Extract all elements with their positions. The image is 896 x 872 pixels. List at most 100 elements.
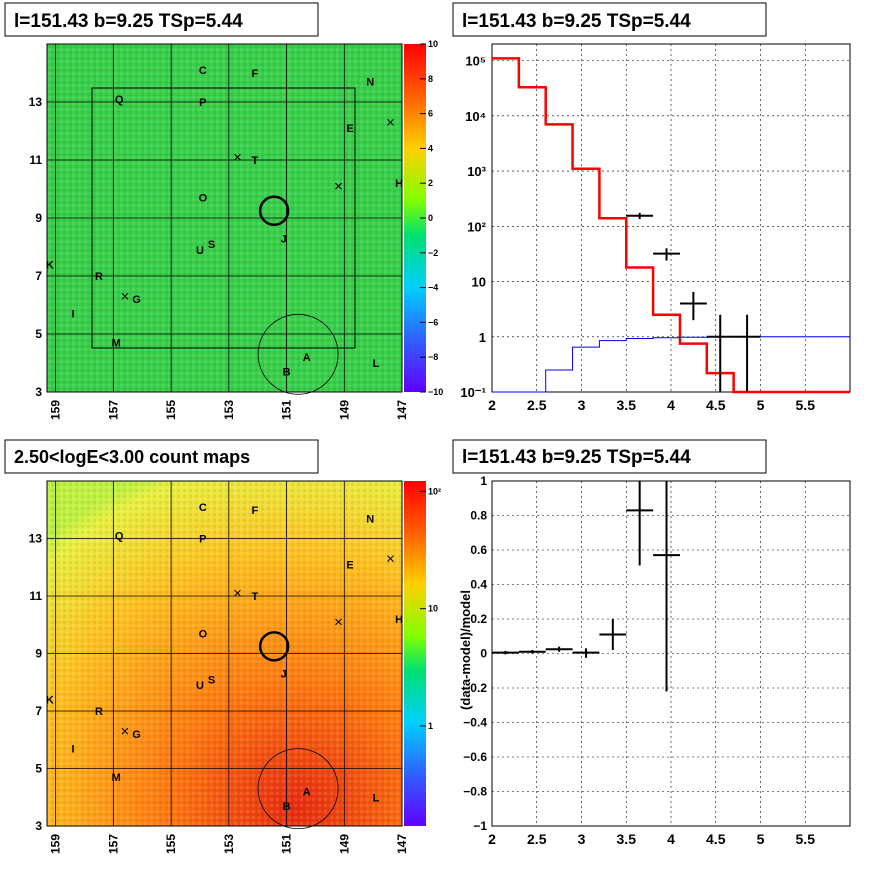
x-tick-label: 4.5 [706,831,726,847]
title-box-top-right-frame [452,2,767,37]
colorbar-tick-label: 10 [428,39,438,49]
colorbar-tick-label: −2 [428,248,438,258]
x-tick-label: 151 [280,834,294,854]
source-label: A [303,352,311,364]
source-label: G [132,294,141,306]
x-tick-label: 153 [222,834,236,854]
colorbar-tick-label: 1 [428,721,433,731]
source-label: E [346,123,353,135]
y-tick-label: 3 [35,385,42,399]
x-tick-label: 2 [488,831,496,847]
source-label: Q [115,531,124,543]
source-label: K [46,695,54,707]
x-tick-label: 2.5 [527,831,547,847]
source-label: J [281,233,287,245]
region-circle [257,748,339,830]
x-tick-label: 5.5 [796,397,816,413]
source-cross-marker [234,589,241,597]
y-tick-label: 10 [472,275,486,290]
colorbar-tick-label: 10 [428,604,438,614]
colorbar-tick-label: −4 [428,283,438,293]
y-tick-label: 11 [29,589,42,603]
x-tick-label: 149 [337,834,351,854]
source-label: A [303,787,311,799]
source-label: M [112,338,121,350]
model-total-histogram [492,57,850,394]
residual-colorbar-scale [404,44,426,392]
source-cross-marker [234,153,241,161]
residual-map-frame [46,43,403,393]
source-cross-marker [121,292,129,300]
x-tick-label: 155 [164,400,178,420]
title-box-top-left-frame [4,2,319,37]
source-label: U [196,680,204,692]
source-label: M [112,772,121,784]
colorbar-tick-label: −6 [428,317,438,327]
residuals-plot: 2 2.5 3 3.5 4 4.5 5 5.5 1 0.8 0.6 0.4 0.2 0 −0.2 −0.4 −0… [458,474,851,847]
y-tick-label: 1 [480,474,487,488]
x-tick-label: 147 [395,400,409,420]
source-label: P [199,97,206,109]
source-label: S [208,239,215,251]
source-label: L [373,358,380,370]
title-box-top-left: l=151.43 b=9.25 TSp=5.44 [4,2,319,37]
y-tick-label: 7 [35,269,42,283]
x-tick-label: 149 [337,400,351,420]
title-top-left: l=151.43 b=9.25 TSp=5.44 [14,11,243,32]
counts-colorbar-ticks: 10² 10 1 [420,486,441,731]
x-tick-label: 3.5 [617,397,637,413]
source-label: I [71,309,74,321]
source-label: G [132,729,141,741]
source-label: F [251,68,258,80]
title-bottom-right: l=151.43 b=9.25 TSp=5.44 [462,447,691,468]
source-label: P [199,534,206,546]
source-label: J [281,669,287,681]
colorbar-tick-label: 6 [428,109,433,119]
source-label: K [46,259,54,271]
source-label: U [196,245,204,257]
x-tick-label: 4.5 [706,397,726,413]
source-label: T [251,591,258,603]
source-label: H [395,178,403,190]
colorbar-tick-label: 0 [428,213,433,223]
target-circle [258,631,290,662]
x-tick-label: 147 [395,834,409,854]
y-tick-label: 10² [467,219,486,234]
source-label: Q [115,94,124,106]
source-label: I [71,743,74,755]
y-tick-label: 11 [29,153,42,167]
title-bottom-left: 2.50<logE<3.00 count maps [14,447,250,467]
colorbar-tick-label: 2 [428,178,433,188]
counts-colorbar: 10² 10 1 [404,481,441,826]
y-tick-label: 3 [35,819,42,833]
residual-map-roi-outline [91,87,356,349]
y-tick-label: 10⁻¹ [460,385,486,400]
x-tick-label: 157 [106,834,120,854]
x-tick-label: 159 [49,834,63,854]
title-box-bottom-right-frame [452,439,767,474]
colorbar-tick-label: 8 [428,74,433,84]
source-label: T [251,155,258,167]
source-label: F [251,505,258,517]
source-label: C [199,502,207,514]
y-tick-label: 10⁴ [465,109,486,124]
y-tick-label: 13 [29,95,43,109]
y-tick-label: 0.6 [470,543,487,557]
source-label: R [95,706,103,718]
target-circle [258,195,290,226]
colorbar-tick-label: 10² [428,486,441,496]
y-tick-label: −0.8 [463,785,487,799]
residuals-y-axis-title: (data-model)/model [458,590,473,710]
colorbar-tick-label: −8 [428,352,438,362]
residuals-plot-frame [491,480,851,827]
source-label: N [366,77,374,89]
source-label: R [95,271,103,283]
counts-map-frame [46,480,403,827]
x-tick-label: 4 [667,831,675,847]
y-tick-label: 5 [35,762,42,776]
source-label: O [199,628,208,640]
source-label: H [395,614,403,626]
source-cross-marker [335,182,342,190]
y-tick-label: −0.6 [463,750,487,764]
source-cross-marker [335,618,342,626]
